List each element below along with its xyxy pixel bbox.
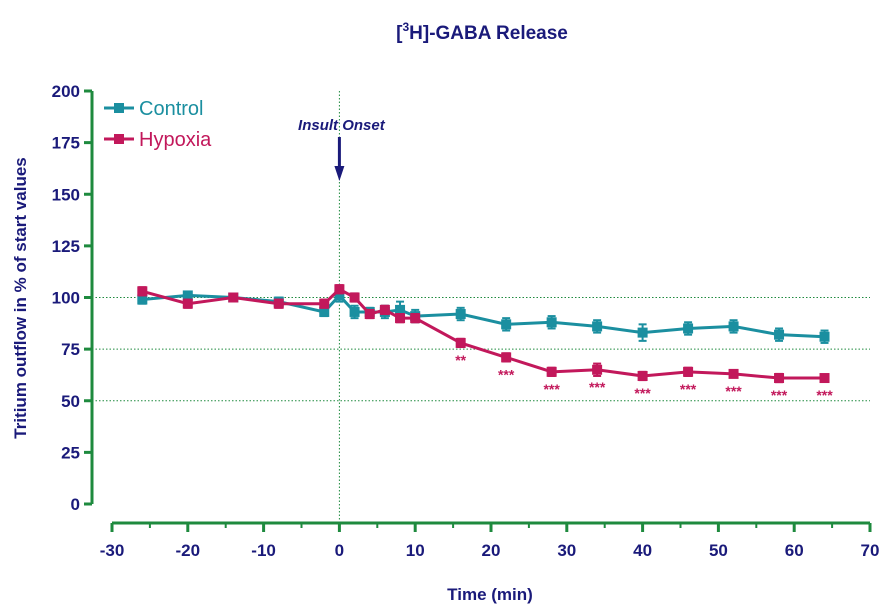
series-line bbox=[141, 287, 825, 380]
x-tick-label: -30 bbox=[100, 541, 125, 560]
significance-marker: *** bbox=[543, 381, 560, 397]
data-point bbox=[137, 294, 148, 305]
data-point bbox=[637, 327, 648, 338]
significance-marker: *** bbox=[725, 383, 742, 399]
x-tick-label: 10 bbox=[406, 541, 425, 560]
data-point bbox=[546, 317, 557, 328]
data-point bbox=[182, 290, 193, 301]
data-point bbox=[455, 309, 466, 320]
data-point bbox=[819, 331, 830, 342]
data-point bbox=[592, 321, 603, 332]
x-tick-label: 30 bbox=[557, 541, 576, 560]
y-tick-label: 50 bbox=[61, 392, 80, 411]
data-point bbox=[273, 298, 284, 309]
y-tick-label: 200 bbox=[52, 82, 80, 101]
data-point bbox=[319, 306, 330, 317]
data-point bbox=[774, 329, 785, 340]
legend-label-control: Control bbox=[139, 98, 203, 120]
x-tick-label: -10 bbox=[251, 541, 276, 560]
data-point bbox=[546, 366, 557, 377]
significance-marker: *** bbox=[589, 379, 606, 395]
data-point bbox=[501, 319, 512, 330]
x-tick-label: 60 bbox=[785, 541, 804, 560]
series-layer bbox=[137, 284, 830, 384]
series-hypoxia bbox=[137, 284, 830, 384]
data-point bbox=[819, 373, 830, 384]
y-tick-label: 0 bbox=[71, 495, 80, 514]
data-point bbox=[592, 364, 603, 375]
legend-label-hypoxia: Hypoxia bbox=[139, 129, 212, 151]
significance-marker: *** bbox=[771, 387, 788, 403]
x-axis-title: Time (min) bbox=[447, 585, 533, 604]
data-point bbox=[334, 284, 345, 295]
legend-marker bbox=[114, 103, 124, 113]
chart-title: [3H]-GABA Release bbox=[396, 20, 568, 44]
data-point bbox=[395, 313, 406, 324]
x-tick-label: 0 bbox=[335, 541, 344, 560]
significance-marker: *** bbox=[498, 366, 515, 382]
x-tick-label: 40 bbox=[633, 541, 652, 560]
data-point bbox=[501, 352, 512, 363]
data-point bbox=[683, 323, 694, 334]
legend: Control Hypoxia bbox=[104, 98, 212, 151]
data-point bbox=[349, 292, 360, 303]
y-tick-label: 125 bbox=[52, 237, 80, 256]
data-point bbox=[364, 309, 375, 320]
data-point bbox=[637, 370, 648, 381]
data-point bbox=[228, 292, 239, 303]
x-tick-label: 70 bbox=[861, 541, 880, 560]
data-point bbox=[683, 366, 694, 377]
y-tick-label: 100 bbox=[52, 289, 80, 308]
annotation-layer: Insult Onset bbox=[298, 117, 386, 181]
data-point bbox=[137, 286, 148, 297]
significance-layer: ******** *** *** *** *** *** *** bbox=[455, 352, 833, 403]
data-point bbox=[379, 304, 390, 315]
data-point bbox=[728, 368, 739, 379]
data-point bbox=[455, 337, 466, 348]
data-point bbox=[349, 306, 360, 317]
chart-title-prefix: [ bbox=[396, 23, 403, 44]
data-point bbox=[410, 313, 421, 324]
data-point bbox=[728, 321, 739, 332]
data-point bbox=[334, 290, 345, 301]
x-tick-label: 20 bbox=[482, 541, 501, 560]
grid-layer bbox=[92, 91, 870, 523]
y-tick-label: 175 bbox=[52, 134, 80, 153]
annotation-arrow-head bbox=[334, 166, 345, 181]
x-tick-label: 50 bbox=[709, 541, 728, 560]
legend-marker bbox=[114, 134, 124, 144]
significance-marker: *** bbox=[680, 381, 697, 397]
chart-title-superscript: 3 bbox=[402, 20, 409, 34]
chart-title-main: H]-GABA Release bbox=[409, 23, 568, 44]
annotation-label: Insult Onset bbox=[298, 117, 386, 134]
significance-marker: *** bbox=[634, 385, 651, 401]
y-tick-label: 25 bbox=[61, 443, 80, 462]
data-point bbox=[182, 298, 193, 309]
y-axis-title: Tritium outflow in % of start values bbox=[11, 157, 30, 438]
y-tick-label: 150 bbox=[52, 185, 80, 204]
y-tick-label: 75 bbox=[61, 340, 80, 359]
x-tick-label: -20 bbox=[176, 541, 201, 560]
significance-marker: *** bbox=[816, 387, 833, 403]
series-line bbox=[142, 293, 825, 339]
data-point bbox=[395, 304, 406, 315]
data-point bbox=[319, 298, 330, 309]
significance-marker: ** bbox=[455, 352, 466, 368]
axes: 0 25 50 75 100 125 150 175 200 -30 -20 -10 0 10 20 30 40… bbox=[52, 82, 880, 560]
data-point bbox=[774, 373, 785, 384]
